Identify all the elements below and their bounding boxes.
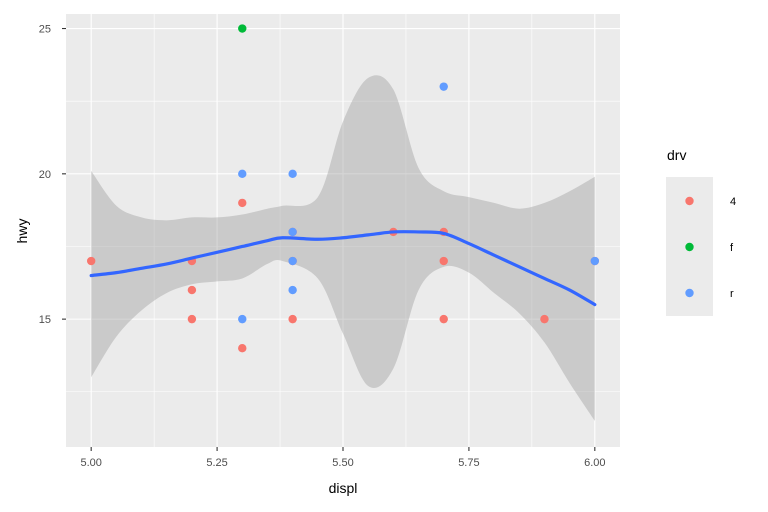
y-axis: 15 20 25 xyxy=(39,24,66,326)
data-point-r xyxy=(288,169,297,179)
data-point-4 xyxy=(439,314,448,324)
confidence-band-layer xyxy=(91,75,595,421)
x-axis: 5.00 5.25 5.50 5.75 6.00 xyxy=(80,447,606,469)
legend-title: drv xyxy=(667,147,686,163)
data-point-4 xyxy=(238,198,247,208)
data-point-4 xyxy=(187,285,197,295)
data-point-r xyxy=(238,314,247,324)
data-point-r xyxy=(288,285,297,295)
x-axis-title: displ xyxy=(329,480,358,496)
data-point-4 xyxy=(540,314,549,324)
smooth-line xyxy=(89,230,597,307)
legend-key-4 xyxy=(685,196,694,206)
data-point-4 xyxy=(187,314,197,324)
data-point-r xyxy=(590,256,600,266)
x-tick-label: 5.00 xyxy=(80,457,101,469)
y-tick-label: 25 xyxy=(39,24,51,36)
x-tick-label: 5.25 xyxy=(206,457,227,469)
x-tick-label: 5.75 xyxy=(458,457,479,469)
major-gridlines xyxy=(66,14,620,447)
y-tick-label: 20 xyxy=(39,169,51,181)
smooth-line-layer xyxy=(89,230,597,307)
legend-label-r: r xyxy=(730,288,734,300)
confidence-band xyxy=(91,75,595,421)
legend-entries: 4 f r xyxy=(685,196,736,300)
x-tick-label: 6.00 xyxy=(584,457,605,469)
data-point-r xyxy=(439,82,448,91)
legend-label-f: f xyxy=(730,242,734,254)
data-point-4 xyxy=(288,314,297,324)
legend-label-4: 4 xyxy=(730,196,736,208)
data-point-r xyxy=(288,227,297,237)
data-point-4 xyxy=(238,343,247,353)
data-point-4 xyxy=(86,256,96,266)
points-layer xyxy=(86,24,600,353)
y-tick-label: 15 xyxy=(39,314,51,326)
legend-key-f xyxy=(685,242,694,252)
data-point-r xyxy=(288,256,297,266)
data-point-f xyxy=(238,24,247,33)
legend-key-r xyxy=(685,288,694,298)
y-axis-title: hwy xyxy=(14,219,30,244)
data-point-4 xyxy=(439,256,448,266)
legend: drv 4 f r xyxy=(666,147,736,316)
x-tick-label: 5.50 xyxy=(332,457,353,469)
data-point-r xyxy=(238,169,247,179)
